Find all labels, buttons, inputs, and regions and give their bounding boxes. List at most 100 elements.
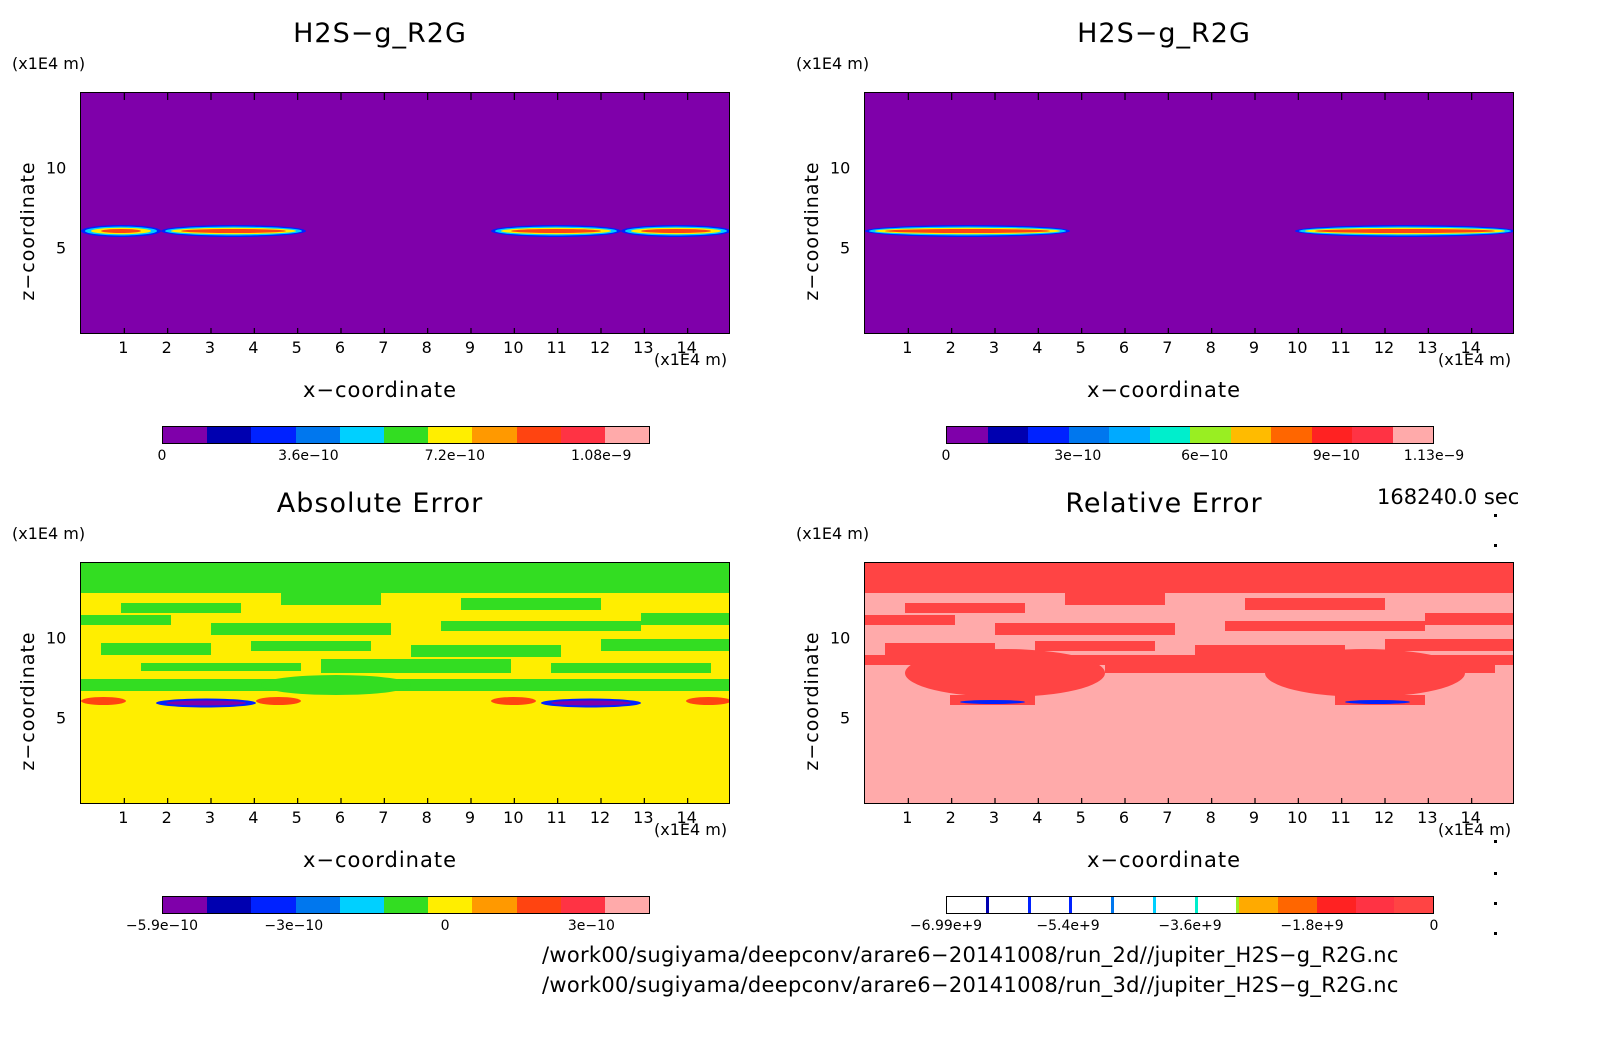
heatmap-svg — [865, 93, 1513, 333]
x-tick-label: 5 — [291, 808, 302, 827]
z-axis-label: z−coordinate — [17, 631, 39, 771]
x-tick-label: 6 — [1118, 338, 1130, 357]
error-positive-region — [601, 639, 729, 651]
plot-area — [80, 562, 730, 804]
panel-h2s-2d: H2S−g_R2G (x1E4 m) (x1E4 m) x−coordinate z−c… — [0, 0, 760, 480]
colorbar-label: 0 — [941, 448, 951, 464]
x-tick-label: 1 — [118, 808, 129, 827]
relerr-extreme — [1345, 700, 1410, 704]
colorbar-segment — [1030, 897, 1073, 913]
x-tick-label: 8 — [421, 338, 432, 357]
z-tick-label: 10 — [46, 628, 67, 648]
x-tick-label: 14 — [676, 808, 697, 827]
z-unit-label: (x1E4 m) — [12, 54, 86, 73]
x-tick-label: 10 — [1287, 808, 1308, 827]
time-label: 168240.0 sec — [1377, 485, 1520, 509]
colorbar-segment — [207, 427, 252, 443]
colorbar-label: 3.6e−10 — [278, 448, 339, 464]
colorbar-segment — [1155, 897, 1198, 913]
x-tick-label: 9 — [1248, 338, 1260, 357]
colorbar-segment — [988, 897, 1031, 913]
x-tick-label: 2 — [945, 808, 956, 827]
x-tick-label: 12 — [589, 808, 611, 827]
error-positive-region — [281, 593, 381, 605]
colorbar-segment — [1394, 897, 1433, 913]
colorbar-label: 3e−10 — [1054, 448, 1102, 464]
colorbar-label: 0 — [157, 448, 167, 464]
x-tick-label: 12 — [1373, 808, 1395, 827]
x-tick-label: 3 — [988, 808, 1000, 827]
colorbar-segment — [604, 427, 650, 443]
colorbar-label: 7.2e−10 — [424, 448, 486, 464]
x-tick-label: 2 — [945, 338, 956, 357]
colorbar-label: 1.13e−9 — [1403, 448, 1465, 464]
x-tick-label: 6 — [334, 808, 346, 827]
colorbar-segment — [1355, 897, 1395, 913]
relerr-region — [1245, 598, 1385, 610]
colorbar — [162, 896, 650, 914]
plume-core — [1315, 229, 1495, 233]
x-tick-label: 11 — [546, 338, 567, 357]
error-positive-region — [81, 615, 171, 625]
heatmap-svg — [81, 93, 729, 333]
error-positive-region — [211, 623, 391, 635]
error-positive-peak — [81, 697, 126, 705]
colorbar-segment — [1197, 897, 1240, 913]
panel-title: Relative Error — [1065, 488, 1263, 519]
x-tick-label: 4 — [1032, 808, 1043, 827]
colorbar-segment — [604, 897, 650, 913]
x-tick-label: 13 — [633, 808, 654, 827]
x-tick-label: 9 — [464, 808, 476, 827]
z-axis-label: z−coordinate — [801, 161, 823, 301]
x-tick-label: 1 — [902, 808, 913, 827]
error-positive-region — [261, 675, 411, 695]
x-tick-label: 11 — [1330, 338, 1351, 357]
error-positive-region — [441, 621, 641, 631]
colorbar-segment — [1072, 897, 1114, 913]
z-tick-label: 5 — [56, 708, 67, 728]
colorbar-segment — [987, 427, 1028, 443]
colorbar-segment — [207, 897, 252, 913]
x-tick-label: 8 — [421, 808, 432, 827]
relerr-region — [1225, 621, 1425, 631]
colorbar-label: −5.4e+9 — [1036, 918, 1100, 934]
relerr-region — [1035, 641, 1155, 651]
relerr-region — [995, 623, 1175, 635]
error-positive-region — [101, 643, 211, 655]
relerr-region — [865, 563, 1513, 593]
colorbar-label: 6e−10 — [1181, 448, 1229, 464]
colorbar-segment — [1190, 427, 1231, 443]
colorbar-label: 3e−10 — [567, 918, 615, 934]
x-tick-label: 13 — [1417, 338, 1438, 357]
z-tick-label: 5 — [840, 708, 851, 728]
x-axis-label: x−coordinate — [1086, 848, 1242, 872]
x-tick-label: 14 — [1460, 338, 1481, 357]
panel-absolute-error: Absolute Error (x1E4 m) (x1E4 m) x−coordina… — [0, 470, 760, 950]
colorbar-segment — [428, 897, 473, 913]
error-positive-peak — [686, 697, 729, 705]
x-tick-label: 2 — [161, 338, 172, 357]
x-tick-label: 12 — [1373, 338, 1395, 357]
x-tick-label: 9 — [464, 338, 476, 357]
colorbar-segment — [383, 427, 429, 443]
colorbar-segment — [383, 897, 429, 913]
z-tick-label: 10 — [830, 628, 851, 648]
relerr-extreme — [960, 700, 1025, 704]
x-unit-label: (x1E4 m) — [654, 820, 728, 839]
relerr-region — [1385, 639, 1513, 651]
x-tick-label: 5 — [1075, 338, 1086, 357]
x-tick-label: 8 — [1205, 808, 1216, 827]
x-tick-label: 3 — [204, 338, 216, 357]
plume-core — [885, 229, 1050, 233]
z-tick-label: 5 — [56, 238, 67, 258]
plot-area — [80, 92, 730, 334]
x-tick-label: 7 — [1162, 808, 1173, 827]
x-tick-label: 10 — [1287, 338, 1308, 357]
x-tick-label: 6 — [334, 338, 346, 357]
colorbar-segment — [339, 427, 384, 443]
error-positive-region — [321, 659, 511, 673]
colorbar-segment — [251, 427, 296, 443]
x-tick-label: 10 — [503, 808, 524, 827]
colorbar-segment — [1311, 427, 1352, 443]
colorbar-label: 9e−10 — [1312, 448, 1360, 464]
